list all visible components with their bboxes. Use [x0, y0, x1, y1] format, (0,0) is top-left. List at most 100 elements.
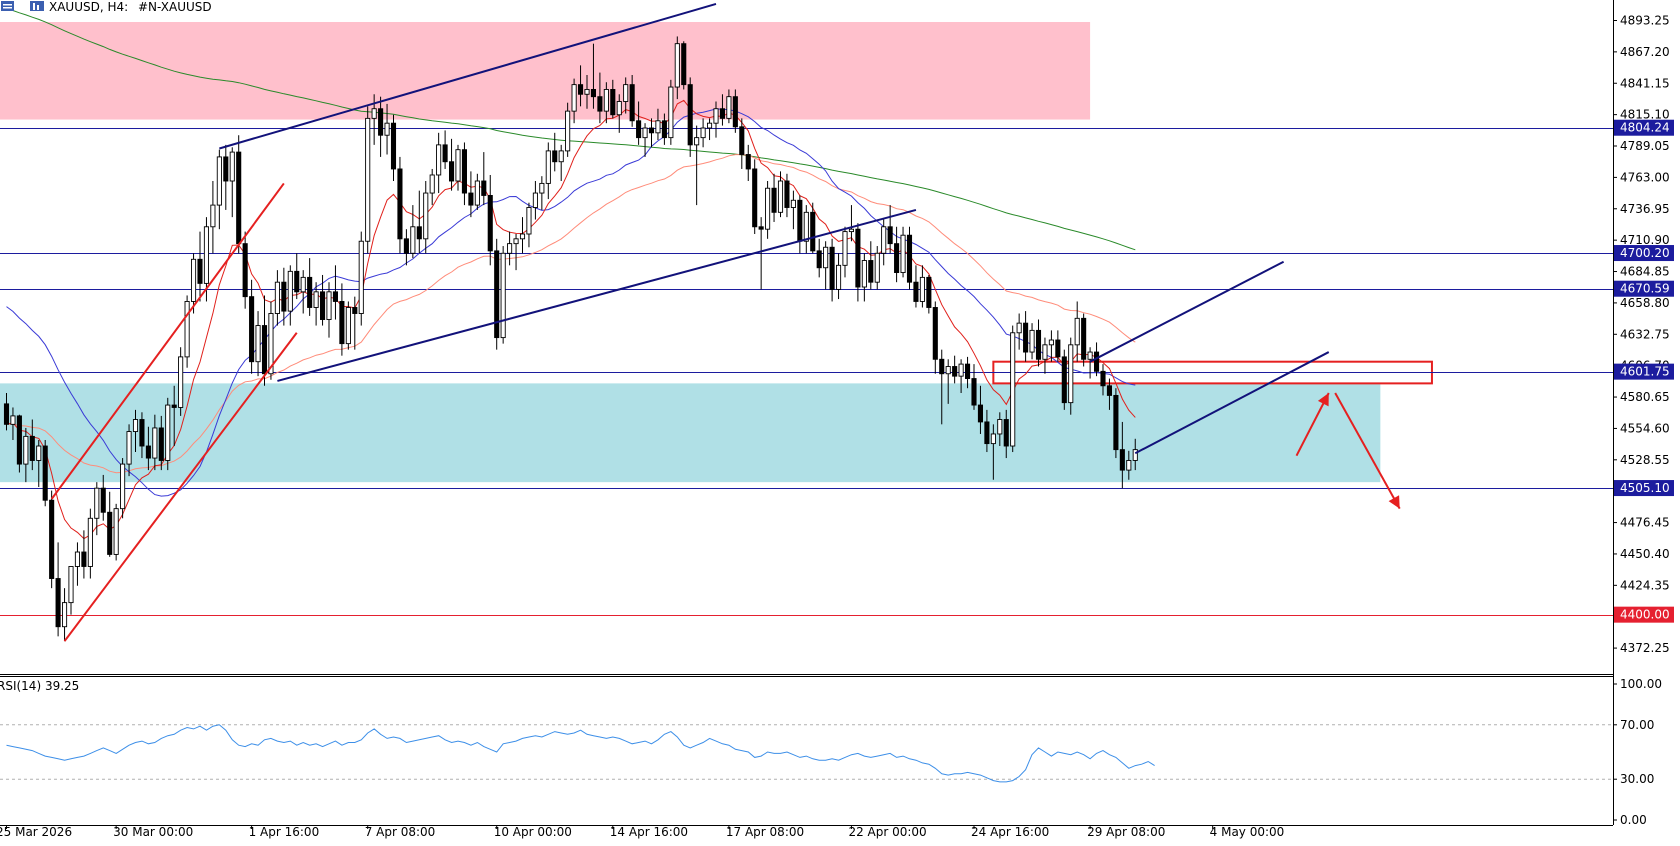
- candle-bull[interactable]: [958, 363, 964, 377]
- candle-bear[interactable]: [1113, 394, 1119, 451]
- candle-bull[interactable]: [823, 246, 829, 269]
- candle-bull[interactable]: [565, 110, 571, 152]
- candle-bull[interactable]: [1132, 449, 1138, 461]
- candle-bull[interactable]: [216, 156, 222, 206]
- candle-bear[interactable]: [81, 551, 87, 567]
- candle-bull[interactable]: [713, 108, 719, 124]
- candle-bear[interactable]: [1023, 322, 1029, 353]
- candle-bear[interactable]: [49, 499, 55, 579]
- candle-bear[interactable]: [926, 276, 932, 308]
- candle-bull[interactable]: [152, 427, 158, 459]
- candle-bull[interactable]: [358, 240, 364, 314]
- candle-bull[interactable]: [1010, 332, 1016, 447]
- candle-bull[interactable]: [500, 252, 506, 339]
- candle-bull[interactable]: [668, 86, 674, 139]
- candle-bull[interactable]: [881, 226, 887, 254]
- candle-bull[interactable]: [165, 404, 171, 461]
- candle-bull[interactable]: [190, 258, 197, 302]
- candle-bear[interactable]: [1055, 339, 1061, 358]
- candle-bull[interactable]: [765, 187, 771, 230]
- candle-bear[interactable]: [236, 151, 242, 245]
- candle-bull[interactable]: [513, 238, 519, 245]
- candle-bear[interactable]: [913, 281, 919, 302]
- candle-bear[interactable]: [816, 250, 822, 269]
- candle-bull[interactable]: [571, 84, 577, 112]
- candle-bear[interactable]: [158, 427, 164, 461]
- candle-bull[interactable]: [997, 419, 1003, 435]
- candle-bear[interactable]: [829, 246, 835, 290]
- candle-bull[interactable]: [23, 435, 29, 465]
- candle-bull[interactable]: [365, 117, 371, 242]
- candle-bull[interactable]: [616, 101, 622, 116]
- candle-bull[interactable]: [410, 226, 416, 254]
- candle-bear[interactable]: [390, 122, 397, 170]
- candle-bear[interactable]: [965, 363, 971, 380]
- candle-bear[interactable]: [661, 120, 667, 139]
- candle-bull[interactable]: [507, 243, 513, 254]
- candle-bull[interactable]: [178, 356, 184, 408]
- candle-bull[interactable]: [1074, 317, 1080, 346]
- candle-bull[interactable]: [126, 431, 132, 465]
- candle-bull[interactable]: [87, 517, 93, 567]
- candle-bear[interactable]: [745, 154, 751, 170]
- candle-bear[interactable]: [784, 180, 790, 208]
- candle-bear[interactable]: [1119, 449, 1125, 471]
- candle-bear[interactable]: [952, 366, 958, 377]
- candle-bear[interactable]: [281, 281, 287, 312]
- candle-bull[interactable]: [539, 182, 545, 194]
- candle-bull[interactable]: [623, 84, 629, 102]
- candle-bull[interactable]: [132, 419, 139, 433]
- candle-bull[interactable]: [300, 276, 306, 293]
- candle-bear[interactable]: [939, 358, 945, 375]
- candle-bear[interactable]: [139, 419, 145, 447]
- candle-bear[interactable]: [855, 228, 861, 288]
- candle-bull[interactable]: [229, 151, 235, 182]
- candle-bull[interactable]: [36, 445, 42, 461]
- candle-bull[interactable]: [848, 228, 854, 233]
- candle-bull[interactable]: [10, 415, 16, 425]
- candle-bear[interactable]: [906, 234, 913, 283]
- candle-bear[interactable]: [687, 84, 693, 146]
- candle-bear[interactable]: [320, 291, 326, 320]
- candle-bear[interactable]: [977, 404, 983, 423]
- candle-bear[interactable]: [771, 187, 777, 213]
- candle-bear[interactable]: [636, 120, 642, 139]
- candle-bull[interactable]: [874, 252, 880, 283]
- candle-bear[interactable]: [397, 168, 403, 240]
- candle-bull[interactable]: [1126, 460, 1132, 471]
- candle-bull[interactable]: [62, 602, 68, 628]
- candle-bear[interactable]: [481, 180, 487, 196]
- candle-bear[interactable]: [732, 96, 738, 128]
- candle-bear[interactable]: [29, 435, 35, 461]
- candle-bear[interactable]: [461, 149, 468, 194]
- candle-bull[interactable]: [436, 144, 442, 176]
- candle-bear[interactable]: [42, 445, 48, 501]
- candle-bull[interactable]: [255, 325, 261, 363]
- candle-bear[interactable]: [797, 199, 803, 242]
- candle-bull[interactable]: [1016, 322, 1022, 334]
- candle-bear[interactable]: [739, 126, 745, 155]
- candle-bear[interactable]: [242, 243, 248, 298]
- candle-bull[interactable]: [94, 487, 100, 519]
- candle-bull[interactable]: [371, 108, 377, 119]
- candle-bull[interactable]: [861, 260, 867, 288]
- candle-bear[interactable]: [55, 578, 61, 628]
- candle-bull[interactable]: [429, 174, 435, 194]
- candle-bear[interactable]: [648, 127, 655, 134]
- candle-bull[interactable]: [584, 89, 590, 95]
- candle-bear[interactable]: [590, 89, 596, 98]
- candle-bear[interactable]: [378, 108, 384, 136]
- candle-bull[interactable]: [313, 291, 319, 308]
- candle-bull[interactable]: [642, 127, 648, 139]
- candle-bear[interactable]: [1100, 370, 1106, 387]
- candle-bear[interactable]: [339, 301, 345, 345]
- candle-bull[interactable]: [726, 96, 732, 119]
- candle-bear[interactable]: [294, 270, 300, 293]
- candle-bear[interactable]: [100, 487, 106, 513]
- candle-bull[interactable]: [120, 463, 126, 510]
- candle-bear[interactable]: [249, 296, 255, 363]
- candle-bull[interactable]: [423, 192, 429, 240]
- candle-bear[interactable]: [1106, 385, 1112, 396]
- candle-bull[interactable]: [184, 301, 190, 358]
